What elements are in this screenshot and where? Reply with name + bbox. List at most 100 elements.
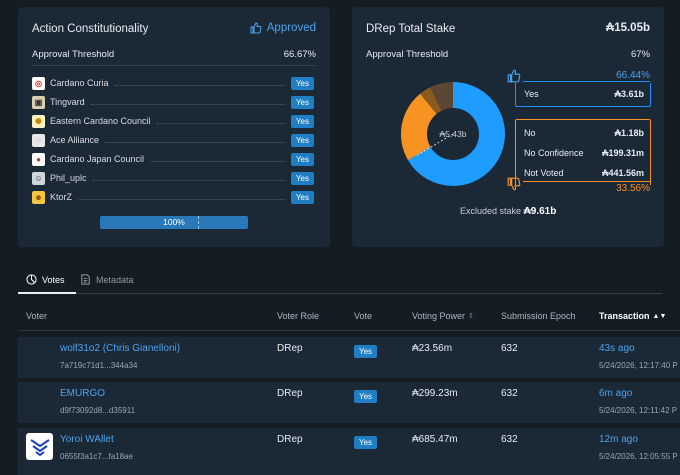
voter-id: 7a719c71d1...344a34 xyxy=(60,361,138,370)
dotted-leader xyxy=(78,194,285,200)
column-header-transaction[interactable]: Transaction ▲▼ xyxy=(599,311,666,321)
dotted-leader xyxy=(92,175,285,181)
center-value: ₳5.43b xyxy=(439,129,467,139)
voter-id: 0655f3a1c7...fa18ae xyxy=(60,452,133,461)
not-voted-label: Not Voted xyxy=(524,168,564,178)
voter-name-link[interactable]: wolf31o2 (Chris Gianelloni) xyxy=(60,343,181,354)
member-name: Cardano Japan Council xyxy=(50,154,145,164)
excluded-label: Excluded stake xyxy=(460,206,522,216)
no-percentage-row: 33.56% xyxy=(523,181,650,194)
voter-name-link[interactable]: EMURGO xyxy=(60,388,105,399)
card-title: Action Constitutionality xyxy=(32,23,149,35)
constitutionality-card: Action Constitutionality Approved Approv… xyxy=(18,7,330,247)
vote-badge: Yes xyxy=(354,345,378,358)
tab-votes-label: Votes xyxy=(42,274,65,285)
member-name: Ace Alliance xyxy=(50,135,100,145)
approved-status: Approved xyxy=(250,22,316,34)
approval-progress-bar: 100% xyxy=(100,216,248,229)
no-label: No xyxy=(524,128,536,138)
threshold-value: 66.67% xyxy=(283,49,316,60)
transaction-date: 5/24/2026, 12:05:55 P xyxy=(599,452,678,461)
column-header-vote: Vote xyxy=(354,311,372,321)
no-row: No ₳1.18b xyxy=(524,128,644,138)
member-name: Tingvard xyxy=(50,97,85,107)
vote-badge: Yes xyxy=(290,76,314,90)
total-stake: ₳15.05b xyxy=(605,22,650,34)
tingvard-avatar: ▣ xyxy=(32,95,45,109)
not-voted-value: ₳441.56m xyxy=(601,168,644,178)
committee-member[interactable]: ▣ Tingvard Yes xyxy=(32,95,314,109)
sort-desc-icon: ▲▼ xyxy=(652,312,667,320)
dotted-leader xyxy=(90,99,285,105)
committee-member[interactable]: ◌ Ace Alliance Yes xyxy=(32,133,314,147)
transaction-date: 5/24/2026, 12:11:42 P xyxy=(599,406,678,415)
document-icon xyxy=(81,274,90,285)
no-box: No ₳1.18b No Confidence ₳199.31m Not Vot… xyxy=(515,119,651,185)
vote-badge: Yes xyxy=(290,152,314,166)
ace-alliance-avatar: ◌ xyxy=(32,133,45,147)
status-label: Approved xyxy=(266,22,316,34)
committee-member[interactable]: ☺ Phil_uplc Yes xyxy=(32,171,314,185)
no-confidence-row: No Confidence ₳199.31m xyxy=(524,148,644,158)
card-title: DRep Total Stake xyxy=(366,23,456,35)
committee-member[interactable]: ◎ Cardano Curia Yes xyxy=(32,76,314,90)
no-confidence-label: No Confidence xyxy=(524,148,584,158)
voter-role: DRep xyxy=(277,388,303,399)
voter-role: DRep xyxy=(277,343,303,354)
tab-votes[interactable]: Votes xyxy=(26,274,65,285)
no-confidence-value: ₳199.31m xyxy=(601,148,644,158)
tab-metadata[interactable]: Metadata xyxy=(80,274,134,285)
vote-badge: Yes xyxy=(290,95,314,109)
tab-bar: Votes Metadata xyxy=(18,270,662,294)
active-tab-indicator xyxy=(18,292,76,294)
voter-role: DRep xyxy=(277,434,303,445)
submission-epoch: 632 xyxy=(501,388,518,399)
pie-chart-icon xyxy=(26,274,37,285)
not-voted-row: Not Voted ₳441.56m xyxy=(524,168,644,178)
yoroi-logo-icon xyxy=(26,433,53,460)
header-divider xyxy=(18,330,680,331)
committee-member[interactable]: ● Cardano Japan Council Yes xyxy=(32,152,314,166)
voting-power: ₳685.47m xyxy=(412,434,458,445)
member-name: Cardano Curia xyxy=(50,78,109,88)
thumbs-up-icon xyxy=(507,69,521,83)
header-label: Submission Epoch xyxy=(501,311,576,321)
yes-value: ₳3.61b xyxy=(614,89,644,99)
ktorz-avatar: ☻ xyxy=(32,190,45,204)
dotted-leader xyxy=(105,137,285,143)
yes-row: Yes ₳3.61b xyxy=(524,89,644,99)
voting-power: ₳299.23m xyxy=(412,388,458,399)
no-segment xyxy=(401,82,505,186)
threshold-label: Approval Threshold xyxy=(366,49,449,60)
column-header-submission-epoch[interactable]: Submission Epoch xyxy=(501,311,576,321)
column-header-voter: Voter xyxy=(26,311,47,321)
threshold-value: 67% xyxy=(630,49,650,60)
yes-percentage: 66.44% xyxy=(616,70,650,81)
voter-name-link[interactable]: Yoroi WAllet xyxy=(60,434,114,445)
dotted-leader xyxy=(150,156,285,162)
header-label: Voter xyxy=(26,311,48,321)
table-row[interactable]: EMURGO d9f73092d8...d35911 DRep Yes ₳299… xyxy=(18,382,680,423)
thumbs-up-icon xyxy=(250,22,262,34)
vote-badge: Yes xyxy=(290,133,314,147)
approval-threshold-row: Approval Threshold 67% xyxy=(366,49,650,60)
approval-threshold-row: Approval Threshold 66.67% xyxy=(32,49,316,60)
committee-member[interactable]: ☻ KtorZ Yes xyxy=(32,190,314,204)
progress-label: 100% xyxy=(163,217,185,227)
no-percentage: 33.56% xyxy=(616,183,650,194)
table-row[interactable]: Yoroi WAllet 0655f3a1c7...fa18ae DRep Ye… xyxy=(18,428,680,475)
cardano-curia-avatar: ◎ xyxy=(32,76,45,90)
table-row[interactable]: wolf31o2 (Chris Gianelloni) 7a719c71d1..… xyxy=(18,337,680,378)
member-name: Phil_uplc xyxy=(50,173,87,183)
excluded-stake: Excluded stake ₳9.61b xyxy=(460,206,556,217)
committee-member[interactable]: ✺ Eastern Cardano Council Yes xyxy=(32,114,314,128)
transaction-link[interactable]: 12m ago xyxy=(599,434,638,445)
dotted-leader xyxy=(156,118,285,124)
submission-epoch: 632 xyxy=(501,434,518,445)
phil-uplc-avatar: ☺ xyxy=(32,171,45,185)
vote-badge: Yes xyxy=(290,190,314,204)
transaction-link[interactable]: 43s ago xyxy=(599,343,635,354)
transaction-link[interactable]: 6m ago xyxy=(599,388,633,399)
column-header-voting-power[interactable]: Voting Power ⇕ xyxy=(412,311,474,321)
yes-percentage-row: 66.44% xyxy=(523,70,650,82)
